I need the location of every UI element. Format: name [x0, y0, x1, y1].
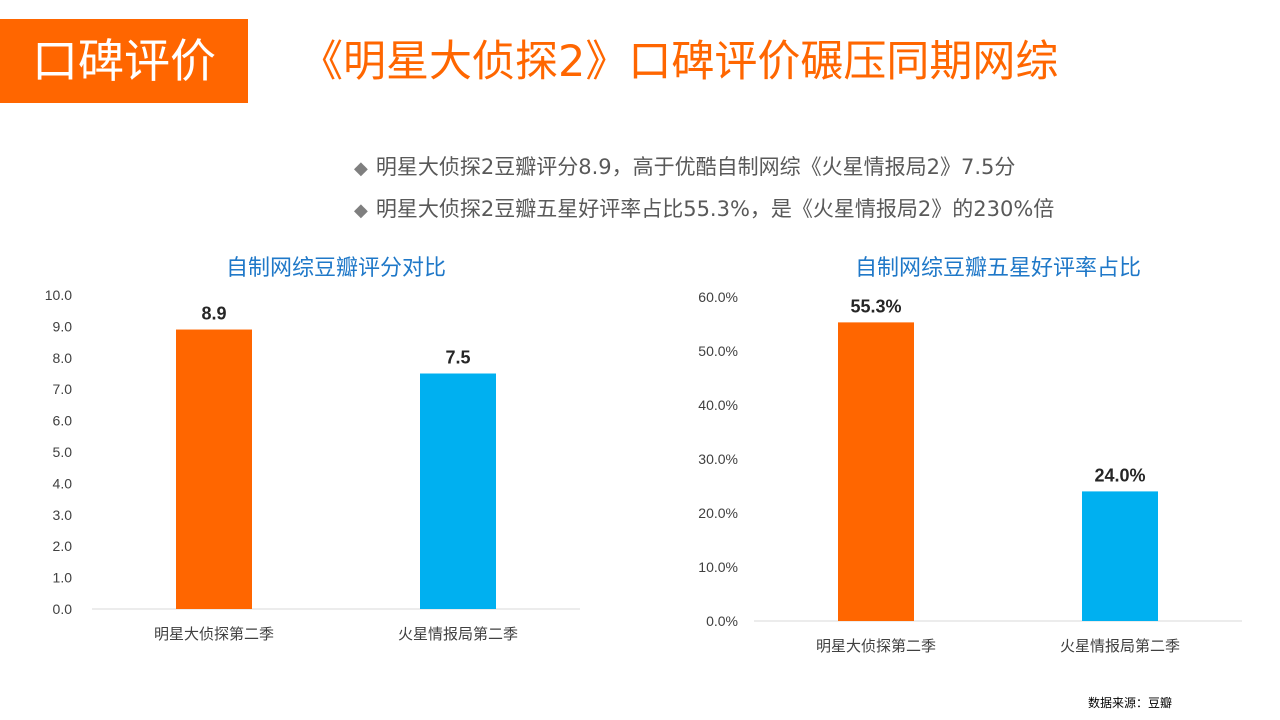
- bullet-item: ◆ 明星大侦探2豆瓣评分8.9，高于优酷自制网综《火星情报局2》7.5分: [354, 146, 1054, 188]
- chart-five-star: 0.0% 10.0% 20.0% 30.0% 40.0% 50.0% 60.0% 55.3% 明…: [698, 289, 1242, 655]
- bar-rating-2: [420, 373, 496, 609]
- y-tick-label: 2.0: [53, 538, 73, 554]
- y-tick-label: 10.0%: [698, 559, 738, 575]
- chart-title-five-star: 自制网综豆瓣五星好评率占比: [854, 256, 1141, 281]
- y-tick-label: 10.0: [45, 287, 72, 303]
- x-category-label: 火星情报局第二季: [1060, 637, 1180, 655]
- y-tick-label: 20.0%: [698, 505, 738, 521]
- y-tick-label: 9.0: [53, 318, 73, 334]
- bullet-item: ◆ 明星大侦探2豆瓣五星好评率占比55.3%，是《火星情报局2》的230%倍: [354, 188, 1054, 230]
- y-tick-label: 40.0%: [698, 397, 738, 413]
- section-tag: 口碑评价: [0, 19, 248, 103]
- y-tick-label: 30.0%: [698, 451, 738, 467]
- bullet-list: ◆ 明星大侦探2豆瓣评分8.9，高于优酷自制网综《火星情报局2》7.5分 ◆ 明星大…: [354, 146, 1054, 230]
- y-tick-label: 1.0: [53, 570, 73, 586]
- data-label: 8.9: [201, 304, 226, 324]
- y-tick-label: 0.0: [53, 601, 73, 617]
- bullet-text: 明星大侦探2豆瓣评分8.9，高于优酷自制网综《火星情报局2》7.5分: [375, 155, 1016, 179]
- y-tick-label: 4.0: [53, 475, 73, 491]
- y-tick-label: 8.0: [53, 350, 73, 366]
- page-title: 《明星大侦探2》口碑评价碾压同期网综: [300, 37, 1059, 87]
- bar-five-star-1: [838, 322, 914, 621]
- y-tick-label: 60.0%: [698, 289, 738, 305]
- x-category-label: 火星情报局第二季: [398, 625, 518, 643]
- data-label: 24.0%: [1094, 465, 1145, 485]
- diamond-icon: ◆: [354, 200, 368, 221]
- bar-rating-1: [176, 329, 252, 609]
- chart-title-rating: 自制网综豆瓣评分对比: [225, 256, 446, 281]
- y-tick-label: 50.0%: [698, 343, 738, 359]
- data-label: 55.3%: [850, 296, 901, 316]
- y-tick-label: 6.0: [53, 413, 73, 429]
- y-tick-label: 5.0: [53, 444, 73, 460]
- diamond-icon: ◆: [354, 158, 368, 179]
- chart-rating: 0.0 1.0 2.0 3.0 4.0 5.0 6.0 7.0 8.0 9.0 10.0 8.9 明星大…: [45, 287, 580, 643]
- data-source-note: 数据来源：豆瓣: [1088, 696, 1173, 710]
- y-tick-label: 3.0: [53, 507, 73, 523]
- bar-five-star-2: [1082, 491, 1158, 621]
- x-category-label: 明星大侦探第二季: [154, 625, 274, 643]
- y-tick-label: 0.0%: [706, 613, 738, 629]
- data-label: 7.5: [445, 348, 470, 368]
- y-tick-label: 7.0: [53, 381, 73, 397]
- bullet-text: 明星大侦探2豆瓣五星好评率占比55.3%，是《火星情报局2》的230%倍: [375, 197, 1055, 221]
- x-category-label: 明星大侦探第二季: [816, 637, 936, 655]
